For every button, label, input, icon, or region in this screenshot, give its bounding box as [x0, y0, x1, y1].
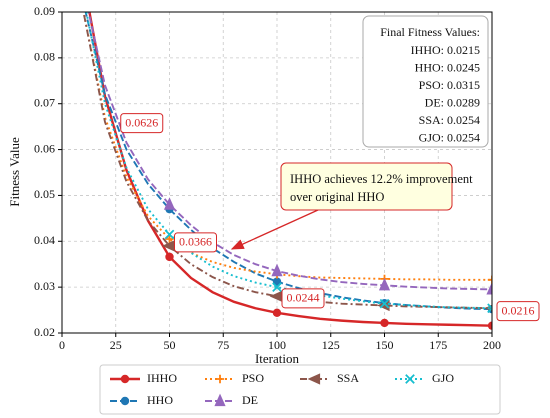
annotation-arrow: [230, 209, 319, 250]
marker: [165, 234, 174, 244]
y-tick-label: 0.05: [34, 187, 55, 201]
point-label: 0.0244: [281, 288, 325, 309]
y-tick-label: 0.09: [34, 4, 55, 18]
marker: [380, 318, 389, 328]
marker: [163, 197, 176, 210]
point-label-box: [174, 232, 217, 253]
final-value-line: PSO: 0.0315: [419, 78, 480, 92]
final-value-line: DE: 0.0289: [425, 95, 480, 109]
y-tick-label: 0.04: [34, 233, 55, 247]
x-tick-label: 0: [59, 338, 65, 352]
annotation-box: [280, 162, 453, 211]
point-label-text: 0.0626: [125, 115, 158, 129]
marker: [162, 240, 175, 252]
marker: [378, 277, 391, 291]
final-value-line: GJO: 0.0254: [419, 130, 480, 144]
x-axis-label: Iteration: [255, 351, 300, 366]
point-label-box: [120, 113, 164, 134]
legend-marker: [215, 374, 225, 384]
final-value-line: SSA: 0.0254: [419, 113, 480, 127]
point-label-text: 0.0216: [502, 303, 535, 317]
legend-marker: [214, 393, 226, 407]
point-label: 0.0626: [120, 113, 164, 134]
grid-layer: [58, 11, 493, 337]
marker: [486, 282, 492, 295]
lines-layer: [82, 12, 492, 330]
legend-marker: [405, 374, 415, 384]
marker: [272, 282, 282, 292]
marker: [487, 275, 492, 285]
legend-marker: [307, 373, 321, 385]
legend-label: PSO: [242, 371, 264, 385]
x-tick-label: 100: [268, 338, 286, 352]
legend-label: GJO: [432, 371, 454, 385]
final-values-title: Final Fitness Values:: [380, 25, 480, 39]
point-label: 0.0216: [496, 301, 540, 322]
y-tick-label: 0.06: [34, 141, 55, 155]
final-value-line: HHO: 0.0245: [415, 60, 480, 74]
legend-marker: [120, 396, 130, 406]
marker: [487, 303, 492, 314]
final-values: Final Fitness Values: IHHO: 0.0215 HHO: 0.…: [380, 25, 480, 145]
point-label-box: [281, 288, 325, 309]
y-axis-label: Fitness Value: [7, 137, 22, 207]
marker: [164, 229, 175, 240]
y-tick-label: 0.02: [34, 325, 55, 339]
x-tick-label: 125: [322, 338, 340, 352]
legend-box: [99, 364, 501, 415]
marker: [271, 263, 283, 277]
marker: [269, 290, 283, 302]
point-label-text: 0.0366: [179, 235, 212, 249]
y-tick-label: 0.07: [34, 95, 55, 109]
x-tick-label: 200: [483, 338, 501, 352]
labels-layer: 0.02 0.03 0.04 0.05 0.06 0.07 0.08 0.09 0 25 50 75 1…: [34, 4, 540, 352]
annotation-text: over original HHO: [290, 190, 384, 204]
x-tick-label: 50: [164, 338, 176, 352]
marker: [379, 298, 390, 309]
marker: [487, 321, 492, 330]
point-label-box: [496, 301, 540, 322]
x-tick-label: 75: [217, 338, 229, 352]
marker: [272, 277, 282, 286]
y-tick-label: 0.03: [34, 279, 55, 293]
legend: IHHO HHO PSO DE SSA GJO: [110, 371, 454, 407]
legend-label: DE: [242, 393, 258, 407]
legend-marker: [120, 374, 130, 384]
plot-frame: [61, 11, 493, 334]
marker: [165, 252, 174, 262]
legend-label: IHHO: [147, 371, 177, 385]
annotation: IHHO achieves 12.2% improvement over orig…: [290, 172, 473, 204]
final-values-box: [362, 15, 489, 148]
y-tick-label: 0.08: [34, 50, 55, 64]
final-value-line: IHHO: 0.0215: [411, 43, 480, 57]
x-tick-label: 150: [376, 338, 394, 352]
point-label: 0.0366: [174, 232, 217, 253]
legend-label: SSA: [337, 371, 359, 385]
marker: [272, 308, 282, 318]
series-line: [85, 12, 492, 310]
legend-label: HHO: [147, 393, 173, 407]
point-label-text: 0.0244: [287, 291, 320, 305]
annotation-text: IHHO achieves 12.2% improvement: [290, 172, 473, 186]
x-tick-label: 25: [110, 338, 122, 352]
x-tick-label: 175: [429, 338, 447, 352]
